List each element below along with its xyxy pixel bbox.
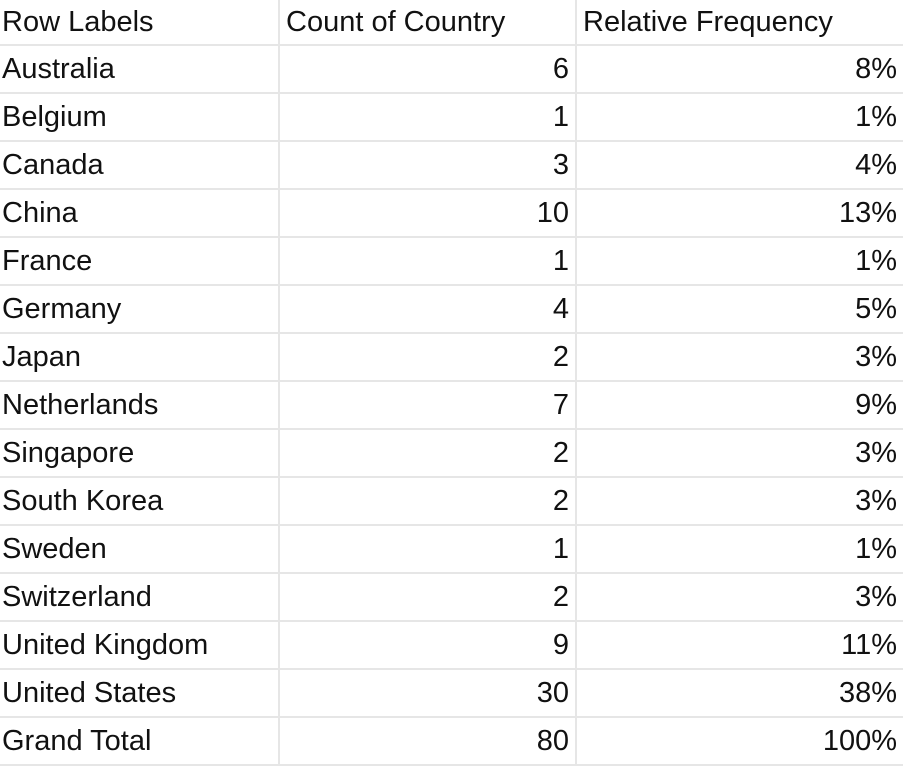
table-row: Sweden 1 1% xyxy=(0,525,903,574)
table-row: Germany 4 5% xyxy=(0,285,903,334)
cell-count[interactable]: 1 xyxy=(279,237,577,286)
cell-count[interactable]: 4 xyxy=(279,285,577,334)
table-row: South Korea 2 3% xyxy=(0,477,903,526)
cell-count[interactable]: 10 xyxy=(279,189,577,238)
table-row: Australia 6 8% xyxy=(0,45,903,94)
cell-row-label[interactable]: Canada xyxy=(0,141,280,190)
table-row: United States 30 38% xyxy=(0,669,903,718)
cell-row-label[interactable]: South Korea xyxy=(0,477,280,526)
cell-relative-frequency[interactable]: 4% xyxy=(576,141,903,190)
cell-relative-frequency[interactable]: 38% xyxy=(576,669,903,718)
cell-count[interactable]: 6 xyxy=(279,45,577,94)
cell-count[interactable]: 9 xyxy=(279,621,577,670)
cell-row-label[interactable]: United States xyxy=(0,669,280,718)
header-row: Row Labels Count of Country Relative Fre… xyxy=(0,0,903,46)
cell-row-label[interactable]: Australia xyxy=(0,45,280,94)
cell-count[interactable]: 7 xyxy=(279,381,577,430)
cell-relative-frequency[interactable]: 5% xyxy=(576,285,903,334)
cell-row-label[interactable]: Sweden xyxy=(0,525,280,574)
cell-row-label[interactable]: Belgium xyxy=(0,93,280,142)
cell-relative-frequency[interactable]: 3% xyxy=(576,477,903,526)
cell-count[interactable]: 30 xyxy=(279,669,577,718)
cell-count[interactable]: 2 xyxy=(279,573,577,622)
cell-relative-frequency[interactable]: 11% xyxy=(576,621,903,670)
cell-row-label[interactable]: Germany xyxy=(0,285,280,334)
cell-count[interactable]: 80 xyxy=(279,717,577,766)
cell-relative-frequency[interactable]: 13% xyxy=(576,189,903,238)
cell-count[interactable]: 1 xyxy=(279,93,577,142)
cell-row-label[interactable]: Japan xyxy=(0,333,280,382)
header-relative-frequency[interactable]: Relative Frequency xyxy=(576,0,903,46)
cell-row-label[interactable]: Switzerland xyxy=(0,573,280,622)
header-row-labels[interactable]: Row Labels xyxy=(0,0,280,46)
cell-relative-frequency[interactable]: 8% xyxy=(576,45,903,94)
cell-relative-frequency[interactable]: 3% xyxy=(576,429,903,478)
cell-row-label[interactable]: France xyxy=(0,237,280,286)
table-row: Canada 3 4% xyxy=(0,141,903,190)
table-row: United Kingdom 9 11% xyxy=(0,621,903,670)
table-row: Switzerland 2 3% xyxy=(0,573,903,622)
cell-relative-frequency[interactable]: 100% xyxy=(576,717,903,766)
table-row: Netherlands 7 9% xyxy=(0,381,903,430)
header-count-of-country[interactable]: Count of Country xyxy=(279,0,577,46)
cell-relative-frequency[interactable]: 1% xyxy=(576,237,903,286)
cell-row-label[interactable]: Netherlands xyxy=(0,381,280,430)
cell-relative-frequency[interactable]: 3% xyxy=(576,573,903,622)
cell-count[interactable]: 2 xyxy=(279,333,577,382)
cell-relative-frequency[interactable]: 1% xyxy=(576,525,903,574)
cell-relative-frequency[interactable]: 3% xyxy=(576,333,903,382)
grand-total-row: Grand Total 80 100% xyxy=(0,717,903,766)
cell-count[interactable]: 2 xyxy=(279,429,577,478)
cell-count[interactable]: 1 xyxy=(279,525,577,574)
cell-count[interactable]: 3 xyxy=(279,141,577,190)
cell-relative-frequency[interactable]: 9% xyxy=(576,381,903,430)
cell-relative-frequency[interactable]: 1% xyxy=(576,93,903,142)
cell-row-label[interactable]: Grand Total xyxy=(0,717,280,766)
table-row: Singapore 2 3% xyxy=(0,429,903,478)
table-row: Belgium 1 1% xyxy=(0,93,903,142)
cell-row-label[interactable]: China xyxy=(0,189,280,238)
table-row: China 10 13% xyxy=(0,189,903,238)
table-row: Japan 2 3% xyxy=(0,333,903,382)
cell-row-label[interactable]: Singapore xyxy=(0,429,280,478)
cell-row-label[interactable]: United Kingdom xyxy=(0,621,280,670)
cell-count[interactable]: 2 xyxy=(279,477,577,526)
table-row: France 1 1% xyxy=(0,237,903,286)
